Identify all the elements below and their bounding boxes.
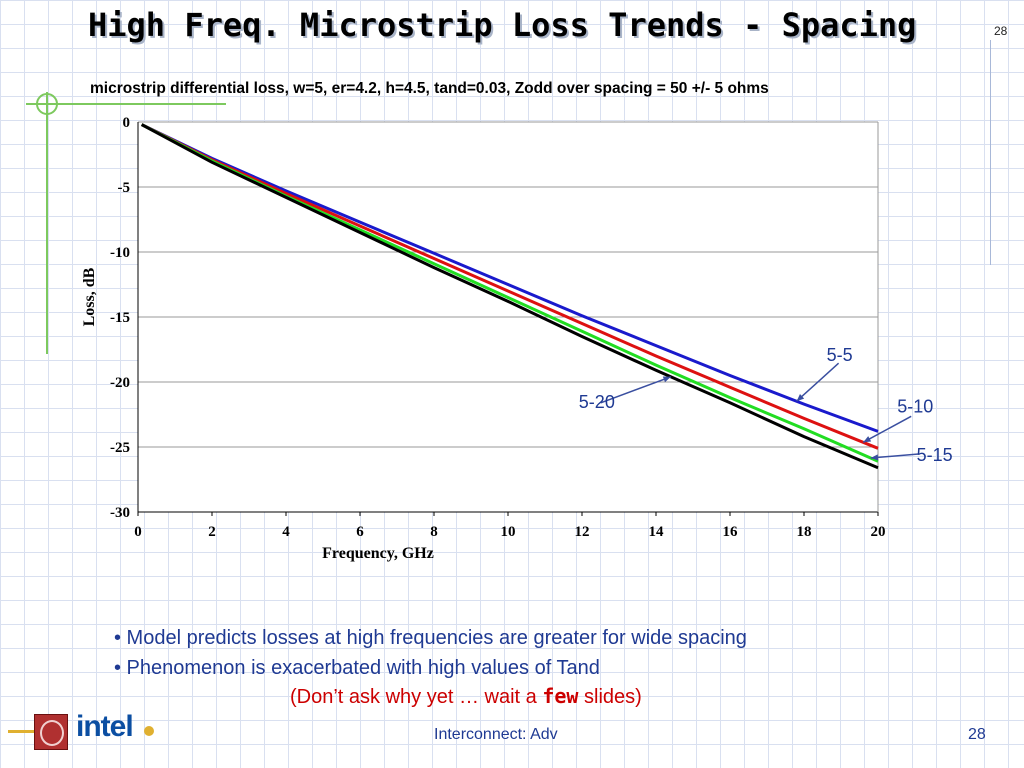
series-line-5-5	[141, 123, 879, 433]
note-before: (Don’t ask why yet … wait a	[290, 686, 543, 708]
chart-axes: 0-5-10-15-20-25-300 2 4 6 8 10 12 14 16 18 20Frequ…	[81, 115, 886, 562]
annotation-label: 5-20	[579, 392, 615, 412]
annotation-arrowhead	[796, 393, 805, 402]
y-tick-label: -10	[110, 245, 130, 261]
decorative-right-line	[990, 40, 991, 265]
logo-accent-dot	[144, 726, 154, 736]
y-tick-label: -30	[110, 505, 130, 521]
note-after: slides)	[578, 686, 642, 708]
annotation-label: 5-10	[897, 396, 933, 416]
x-tick-label: 10	[501, 524, 516, 540]
x-tick-label: 12	[575, 524, 590, 540]
chart-annotations: 5-5 5-10 5-15 5-20	[579, 345, 953, 465]
note-emphasis: few	[542, 684, 579, 708]
annotation-arrow	[862, 415, 912, 443]
annotation-arrow	[796, 362, 840, 402]
y-tick-label: -15	[110, 310, 130, 326]
decorative-vertical-line	[46, 92, 48, 354]
logo-text: intel	[76, 710, 134, 743]
y-tick-label: 0	[123, 115, 131, 131]
series-line-5-20	[140, 123, 879, 470]
y-tick-label: -20	[110, 375, 130, 391]
intel-logo: intel	[8, 710, 158, 752]
x-tick-label: 6	[356, 524, 364, 540]
series-line-5-10	[141, 123, 879, 450]
slide-title: High Freq. Microstrip Loss Trends - Spac…	[88, 6, 917, 44]
x-tick-label: 20	[871, 524, 886, 540]
annotation-arrow	[870, 453, 919, 459]
note-text: (Don’t ask why yet … wait a few slides)	[290, 684, 642, 709]
y-tick-label: -5	[118, 180, 131, 196]
x-tick-label: 16	[723, 524, 739, 540]
annotation-label: 5-5	[827, 345, 853, 365]
annotation-arrowhead	[863, 436, 872, 443]
bullet-list: • Model predicts losses at high frequenc…	[114, 623, 994, 683]
x-tick-label: 14	[649, 524, 665, 540]
annotation-label: 5-15	[917, 445, 953, 465]
logo-accent-line	[8, 730, 34, 733]
decorative-crosshair-icon	[36, 93, 58, 115]
x-tick-label: 4	[282, 524, 290, 540]
x-axis-label: Frequency, GHz	[322, 545, 434, 562]
y-axis-label: Loss, dB	[81, 267, 98, 326]
x-tick-label: 2	[208, 524, 216, 540]
x-tick-label: 0	[134, 524, 142, 540]
annotation-arrowhead	[870, 454, 879, 461]
chart-title: microstrip differential loss, w=5, er=4.…	[90, 80, 769, 97]
bullet-item: • Phenomenon is exacerbated with high va…	[114, 657, 600, 679]
y-tick-label: -25	[110, 440, 130, 456]
loss-chart: 0-5-10-15-20-25-300 2 4 6 8 10 12 14 16 18 20Frequ…	[81, 115, 953, 562]
bullet-item: • Model predicts losses at high frequenc…	[114, 627, 747, 649]
annotation-arrowhead	[662, 376, 671, 383]
university-seal-icon	[34, 714, 68, 750]
annotation-arrow	[600, 376, 672, 404]
decorative-horizontal-line	[26, 103, 226, 105]
x-tick-label: 8	[430, 524, 438, 540]
footer-page-number: 28	[968, 726, 986, 743]
chart-series	[140, 123, 879, 470]
page-number-top: 28	[994, 24, 1008, 38]
footer-title: Interconnect: Adv	[434, 726, 558, 743]
x-tick-label: 18	[797, 524, 812, 540]
